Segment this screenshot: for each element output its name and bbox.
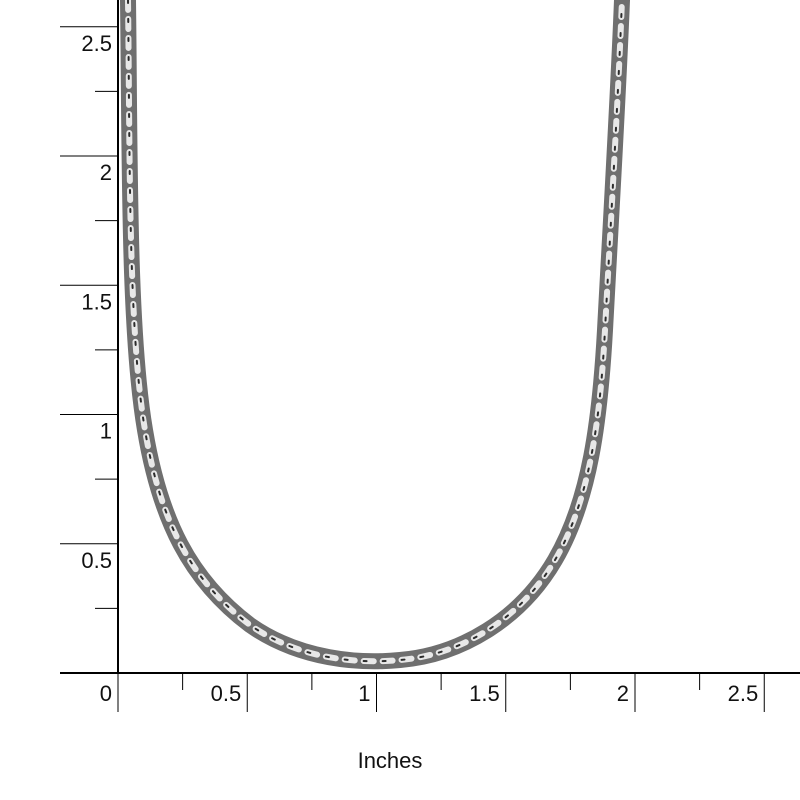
- x-tick-label: 1.5: [469, 681, 500, 706]
- x-tick-label: 2.5: [728, 681, 759, 706]
- x-tick-label: 2: [617, 681, 629, 706]
- y-tick-label: 1.5: [81, 289, 112, 314]
- x-tick-label: 0.5: [211, 681, 242, 706]
- y-tick-label: 2: [100, 160, 112, 185]
- y-tick-label: 1: [100, 419, 112, 444]
- y-tick-label: 0.5: [81, 548, 112, 573]
- x-tick-label: 0: [100, 681, 112, 706]
- chain: [120, 0, 630, 670]
- y-tick-label: 2.5: [81, 31, 112, 56]
- x-tick-label: 1: [358, 681, 370, 706]
- axis-label: Inches: [358, 748, 423, 773]
